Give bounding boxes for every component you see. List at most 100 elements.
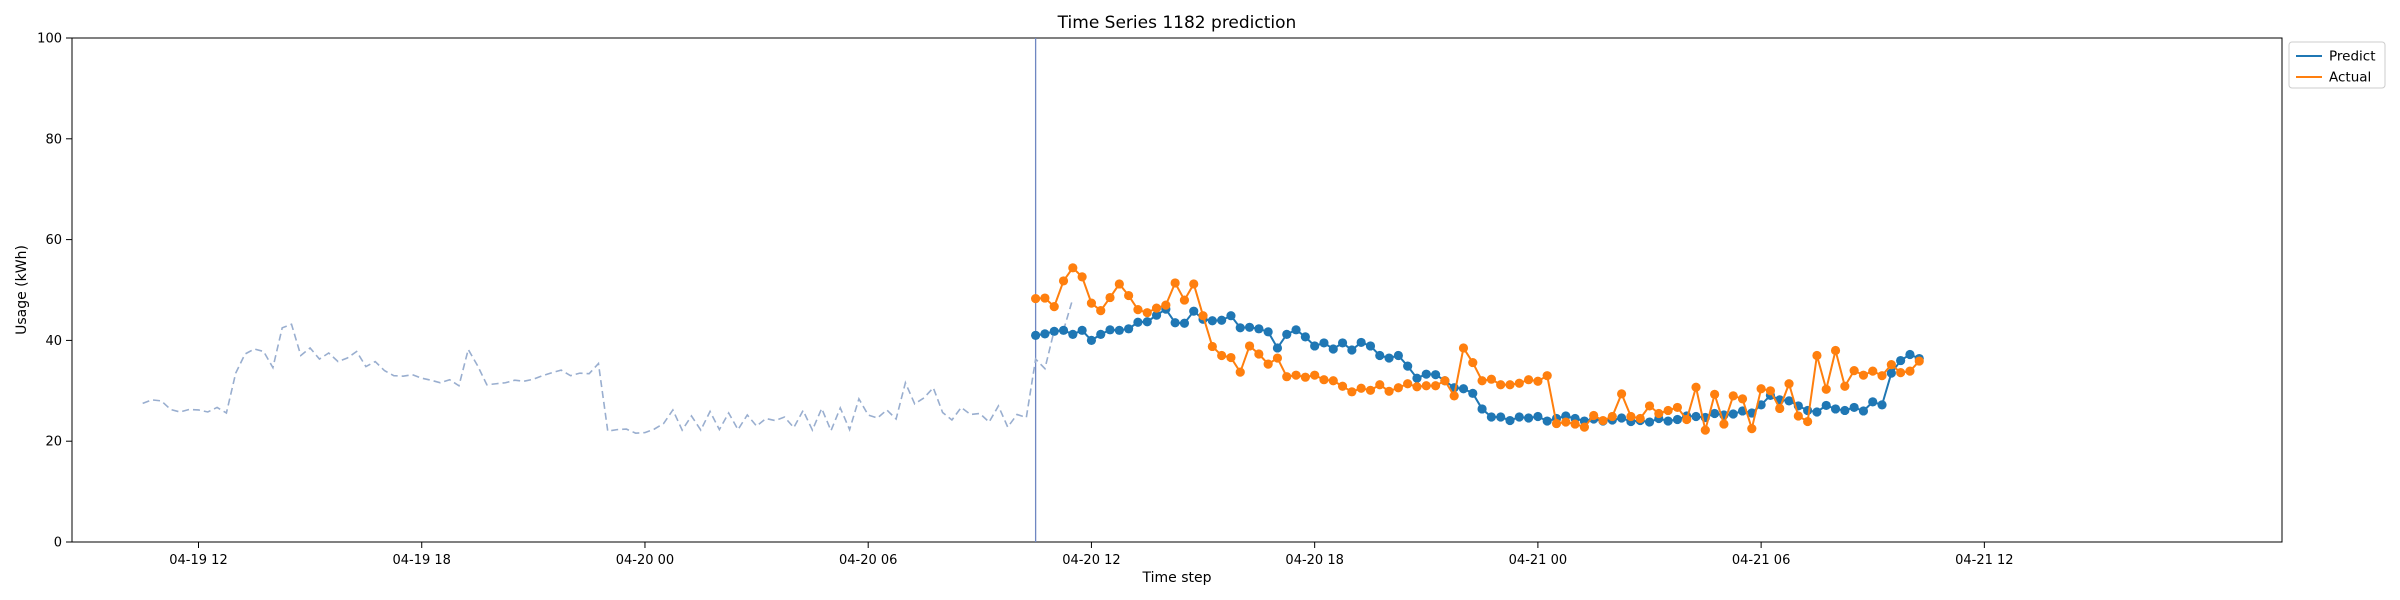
data-point [1747, 424, 1757, 434]
data-point [1319, 375, 1329, 385]
data-point [1179, 295, 1190, 305]
data-point [1505, 415, 1515, 426]
data-point [1896, 355, 1906, 366]
data-point [1737, 394, 1748, 404]
plot-area [71, 37, 2283, 543]
data-point [1319, 338, 1329, 348]
data-point [1849, 402, 1859, 413]
data-point [1133, 305, 1143, 315]
data-point [1282, 372, 1292, 382]
plot-frame [71, 37, 2283, 543]
data-point [1626, 411, 1636, 422]
y-tick-label: 20 [45, 435, 62, 450]
data-point [1458, 384, 1469, 394]
data-point [1365, 385, 1376, 395]
data-point [1477, 376, 1487, 386]
data-point [1579, 422, 1589, 432]
data-point [1058, 325, 1069, 335]
y-tick-label: 80 [45, 132, 62, 147]
data-point [1124, 290, 1134, 301]
data-point [1896, 368, 1906, 378]
y-tick-label: 40 [45, 334, 62, 349]
data-point [1105, 325, 1115, 335]
data-point [1235, 323, 1245, 333]
data-point [1728, 391, 1738, 401]
data-point [1868, 366, 1878, 376]
data-point [1496, 412, 1506, 422]
data-point [1775, 403, 1785, 414]
data-point [1114, 279, 1124, 289]
data-point [1663, 416, 1673, 426]
data-point [1551, 418, 1562, 429]
data-point [1440, 376, 1450, 386]
data-point [1161, 300, 1171, 310]
data-point [1291, 370, 1301, 380]
data-point [1114, 325, 1124, 335]
data-point [1886, 368, 1896, 378]
data-point [1375, 350, 1385, 361]
x-tick-label: 04-21 12 [1955, 553, 2013, 568]
data-point [1300, 372, 1310, 382]
data-point [1040, 293, 1050, 303]
data-point [1031, 330, 1041, 340]
data-point [1477, 404, 1487, 414]
data-point [1523, 375, 1534, 385]
history-line [142, 298, 1074, 434]
data-point [1300, 332, 1310, 342]
chart-title: Time Series 1182 prediction [1057, 13, 1297, 33]
x-tick-label: 04-21 00 [1509, 553, 1567, 568]
data-point [1533, 411, 1543, 422]
data-point [1905, 349, 1915, 360]
data-point [1077, 272, 1087, 282]
data-point [1105, 292, 1115, 303]
data-point [1570, 419, 1580, 429]
data-point [1784, 396, 1794, 406]
data-point [1282, 329, 1292, 339]
data-point [1654, 408, 1664, 419]
data-point [1096, 306, 1106, 316]
x-tick-label: 04-21 06 [1732, 553, 1790, 568]
data-point [1858, 406, 1869, 416]
data-point [1486, 374, 1496, 384]
data-point [1449, 391, 1459, 401]
data-point [1496, 380, 1506, 390]
y-tick-label: 0 [54, 536, 62, 551]
legend-label: Predict [2329, 49, 2376, 65]
data-point [1598, 415, 1608, 426]
data-point [1756, 384, 1766, 394]
x-tick-label: 04-19 12 [169, 553, 227, 568]
data-point [1310, 370, 1320, 380]
legend-item-actual: Actual [2296, 70, 2371, 86]
data-point [1263, 327, 1273, 337]
data-point [1561, 417, 1571, 427]
data-point [1198, 311, 1208, 321]
data-point [1068, 329, 1078, 339]
data-point [1886, 359, 1896, 370]
data-point [1719, 419, 1729, 429]
data-point [1905, 366, 1915, 376]
data-point [1840, 405, 1850, 416]
data-point [1682, 414, 1692, 425]
legend-label: Actual [2329, 70, 2371, 86]
data-point [1254, 324, 1264, 334]
data-point [1523, 413, 1534, 423]
data-point [1133, 317, 1143, 327]
data-point [1151, 303, 1162, 313]
data-point [1514, 412, 1524, 422]
data-point [1189, 306, 1199, 316]
legend-item-predict: Predict [2296, 49, 2376, 65]
data-point [1421, 381, 1431, 391]
data-point [1505, 380, 1515, 390]
data-point [1291, 325, 1301, 335]
y-tick-label: 100 [37, 32, 62, 47]
legend: Predict Actual [2288, 41, 2386, 89]
data-point [1226, 352, 1236, 363]
data-point [1821, 400, 1831, 411]
data-point [1617, 389, 1627, 399]
data-point [1124, 324, 1134, 334]
data-point [1672, 402, 1683, 413]
data-point [1700, 425, 1710, 435]
data-point [1096, 329, 1106, 339]
series-line-actual [1035, 266, 1920, 433]
